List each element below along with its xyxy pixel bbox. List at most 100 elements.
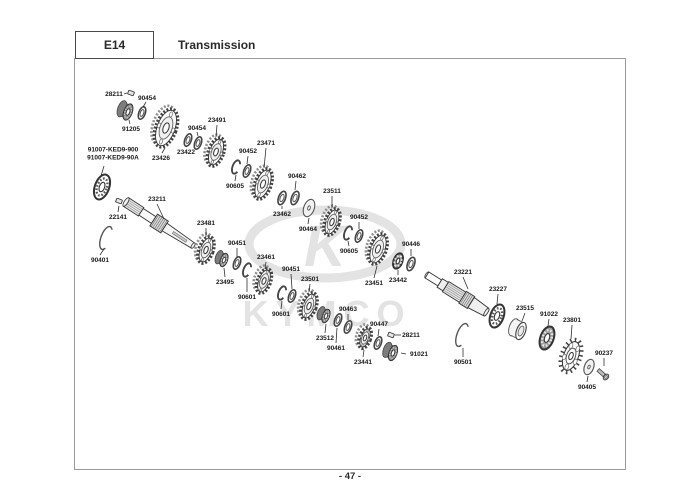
part-90601 [277,285,287,301]
part-number-label: 23211 [148,196,166,203]
part-number-label: 23221 [454,269,472,276]
part-23211 [122,197,196,249]
leader-line [215,124,218,138]
part-number-label: 91022 [540,311,558,318]
part-number-label: 91007-KED9-900 [88,147,139,154]
part-number-label: 23461 [257,254,275,261]
part-number-label: 23481 [197,220,215,227]
part-23495 [214,250,229,268]
part-90464 [302,198,316,218]
part-23801 [558,337,584,375]
leader-line [185,145,188,148]
leader-line [362,349,365,358]
part-28211 [387,331,395,339]
part-90605 [231,159,241,175]
part-91007-KED9-900 [92,173,112,201]
part-23471 [249,164,275,201]
part-number-label: 90446 [402,241,420,248]
leader-line [462,276,469,290]
section-code-box: E14 [75,31,154,59]
part-number-label: 90605 [226,183,244,190]
part-number-label: 28211 [105,91,123,98]
part-23227 [488,303,506,329]
part-number-label: 91007-KED9-90A [87,155,139,162]
part-90462 [290,190,300,206]
leader-line [117,205,120,213]
part-number-label: 23462 [273,211,291,218]
leader-line [196,131,199,137]
leader-line [264,261,267,270]
part-number-label: 90237 [595,350,613,357]
part-number-label: 23512 [316,335,334,342]
part-23422 [183,132,193,148]
leader-line [100,165,105,177]
part-number-label: 90451 [228,240,246,247]
part-number-label: 23426 [152,155,170,162]
part-23441 [354,323,374,351]
leader-line [161,147,166,154]
part-number-label: 23471 [257,140,275,147]
part-number-label: 90452 [239,148,257,155]
labels-layer: 2821190454912052342623422904542349190452… [87,91,613,391]
page-number: - 47 - [338,471,362,482]
part-number-label: 90461 [327,345,345,352]
part-number-label: 90462 [288,173,306,180]
part-23462 [277,190,287,206]
leader-line [324,323,327,334]
part-90605 [343,225,353,241]
part-90401 [99,225,113,251]
leader-line [373,265,378,279]
part-23511 [319,204,342,237]
part-23515 [508,318,527,341]
part-90601 [242,262,252,278]
leader-line [280,300,283,310]
part-90452 [354,228,364,244]
part-number-label: 90401 [91,257,109,264]
part-number-label: 23801 [563,317,581,324]
leader-line [290,273,293,290]
leader-line [547,318,550,327]
leader-line [570,324,573,340]
leader-line [521,312,526,322]
part-number-label: 90601 [238,294,256,301]
part-91205 [116,100,134,121]
part-90451 [287,288,297,304]
leader-line [347,240,350,247]
part-number-label: 23515 [516,305,534,312]
part-number-label: 23491 [208,117,226,124]
leader-line [142,101,147,108]
part-number-label: 90601 [272,311,290,318]
leader-line [223,267,226,278]
part-90501 [455,322,469,348]
part-90451 [232,255,242,271]
page-title: Transmission [178,38,256,52]
part-number-label: 90464 [299,226,317,233]
part-23426 [150,104,180,149]
part-number-label: 23227 [489,286,507,293]
leader-line [308,283,311,293]
part-90463 [343,319,353,335]
leader-line [307,217,310,225]
leader-line [123,92,128,95]
part-23481 [193,232,216,265]
part-number-label: 23511 [323,188,341,195]
part-number-label: 90454 [138,95,156,102]
part-90405 [583,358,595,376]
part-90454 [193,135,203,151]
leader-line [586,375,589,383]
part-90447 [373,335,383,351]
part-number-label: 28211 [402,332,420,339]
part-28211 [127,89,135,97]
part-number-label: 90452 [350,214,368,221]
part-91021 [382,341,399,362]
leader-line [99,248,105,256]
part-number-label: 90501 [454,359,472,366]
part-90461 [333,312,343,328]
part-number-label: 23451 [365,280,383,287]
part-number-label: 23422 [177,149,195,156]
part-23451 [364,229,390,266]
part-23461 [252,264,274,295]
part-number-label: 90451 [282,266,300,273]
